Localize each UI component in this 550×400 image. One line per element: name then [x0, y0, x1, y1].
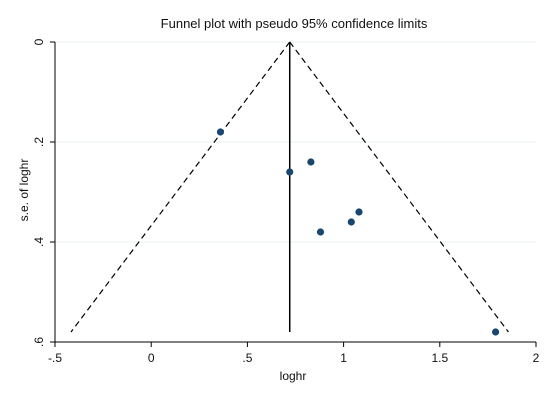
x-tick-label: -.5	[48, 351, 62, 365]
funnel-lines	[70, 41, 509, 333]
study-point-5	[347, 218, 355, 226]
lower-confidence-limit-line	[70, 41, 291, 333]
x-axis-label: loghr	[280, 369, 307, 383]
x-tick-label: .5	[242, 351, 252, 365]
y-tick-label: .6	[32, 337, 46, 347]
y-tick-label: .4	[32, 237, 46, 247]
study-point-1	[216, 128, 225, 136]
data-points	[216, 128, 500, 336]
x-tick-label: 1	[340, 351, 347, 365]
gridlines	[55, 41, 536, 343]
study-point-7	[491, 328, 500, 336]
tick-marks: -.5 0 .5 1 1.5 2 0 .2 .4 .6	[32, 38, 540, 365]
y-tick-label: 0	[32, 38, 46, 45]
y-axis-label: s.e. of loghr	[17, 159, 31, 222]
x-tick-label: 2	[533, 351, 540, 365]
study-point-3	[307, 158, 315, 166]
study-point-4	[316, 228, 325, 236]
x-tick-label: 1.5	[431, 351, 448, 365]
study-point-6	[355, 208, 363, 216]
x-tick-label: 0	[148, 351, 155, 365]
y-tick-label: .2	[32, 137, 46, 147]
upper-confidence-limit-line	[289, 41, 509, 333]
chart-title: Funnel plot with pseudo 95% confidence l…	[161, 16, 428, 31]
axes	[54, 42, 536, 343]
study-point-2	[286, 168, 294, 176]
